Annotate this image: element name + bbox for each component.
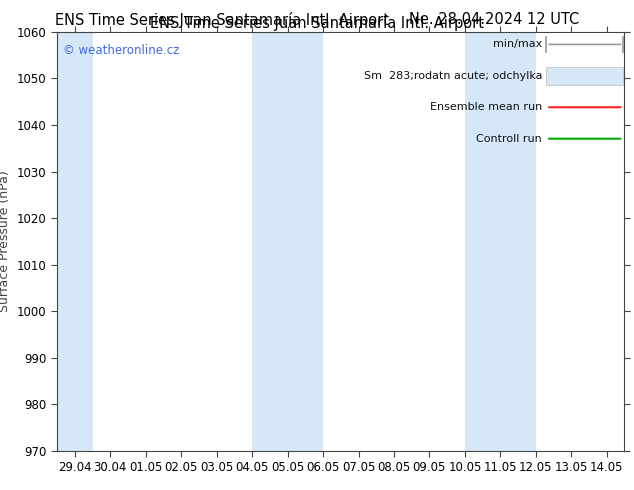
Text: Ensemble mean run: Ensemble mean run xyxy=(430,102,542,112)
Text: Sm  283;rodatn acute; odchylka: Sm 283;rodatn acute; odchylka xyxy=(364,71,542,81)
Text: ENS Time Series Juan Santamaría Intl. Airport: ENS Time Series Juan Santamaría Intl. Ai… xyxy=(150,15,484,31)
Text: ENS Time Series Juan Santamaría Intl. Airport: ENS Time Series Juan Santamaría Intl. Ai… xyxy=(55,12,389,28)
FancyBboxPatch shape xyxy=(546,67,623,85)
Y-axis label: Surface Pressure (hPa): Surface Pressure (hPa) xyxy=(0,171,11,312)
Text: Controll run: Controll run xyxy=(477,134,542,144)
Text: min/max: min/max xyxy=(493,39,542,49)
Bar xyxy=(252,32,323,451)
Text: Ne. 28.04.2024 12 UTC: Ne. 28.04.2024 12 UTC xyxy=(410,12,579,27)
Bar xyxy=(465,32,536,451)
Text: © weatheronline.cz: © weatheronline.cz xyxy=(63,45,179,57)
Bar xyxy=(57,32,93,451)
